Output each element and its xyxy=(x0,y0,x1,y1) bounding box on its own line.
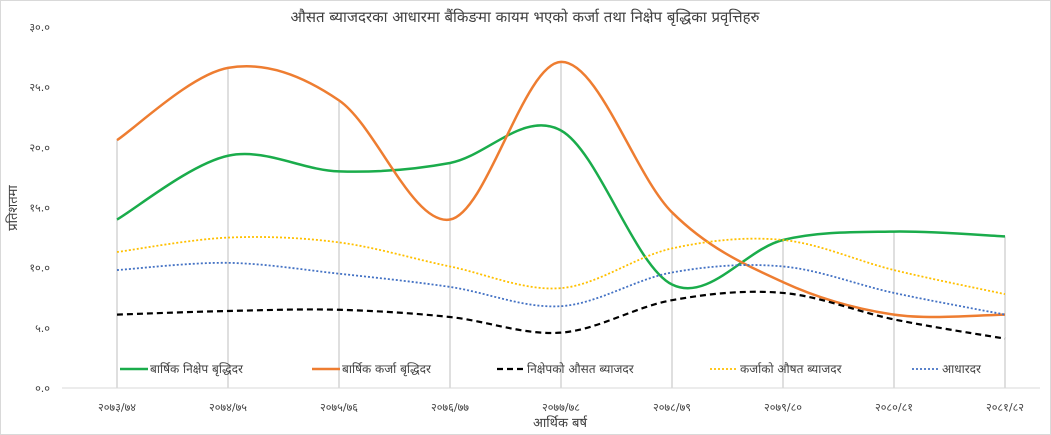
x-tick-label: २०७५/७६ xyxy=(320,401,358,414)
x-tick-label: २०७३/७४ xyxy=(98,401,136,414)
y-tick-label: २५.० xyxy=(29,81,50,94)
chart-title: औसत ब्याजदरका आधारमा बैंकिङमा कायम भएको … xyxy=(290,8,760,27)
x-tick-label: २०७४/७५ xyxy=(209,401,247,414)
x-axis-label: आर्थिक बर्ष xyxy=(533,415,588,431)
y-tick-label: २०.० xyxy=(29,141,50,154)
x-tick-label: २०७८/७९ xyxy=(653,401,691,414)
y-tick-label: ५.० xyxy=(35,322,50,335)
series-line xyxy=(116,261,1006,316)
x-tick-label: २०७७/७८ xyxy=(542,401,580,414)
y-axis-label: प्रतिशतमा xyxy=(5,185,21,231)
legend-label: बार्षिक कर्जा बृद्धिदर xyxy=(342,362,432,377)
y-tick-label: ३०.० xyxy=(29,21,50,34)
series-line xyxy=(116,60,1006,319)
y-tick-label: १५.० xyxy=(29,202,50,215)
x-tick-label: २०८०/८१ xyxy=(875,401,913,414)
x-tick-label: २०७६/७७ xyxy=(431,401,469,414)
legend-label: आधारदर xyxy=(942,362,982,376)
series-line xyxy=(116,124,1006,290)
legend-label: कर्जाको औषत ब्याजदर xyxy=(740,362,843,376)
y-tick-label: ०.० xyxy=(35,382,50,395)
x-tick-label: २०७९/८० xyxy=(764,401,802,414)
legend-label: निक्षेपको औसत ब्याजदर xyxy=(527,362,635,376)
legend-label: बार्षिक निक्षेप बृद्धिदर xyxy=(150,362,244,377)
x-tick-label: २०८१/८२ xyxy=(986,401,1024,414)
series-line xyxy=(116,290,1006,340)
y-tick-label: १०.० xyxy=(29,262,50,275)
